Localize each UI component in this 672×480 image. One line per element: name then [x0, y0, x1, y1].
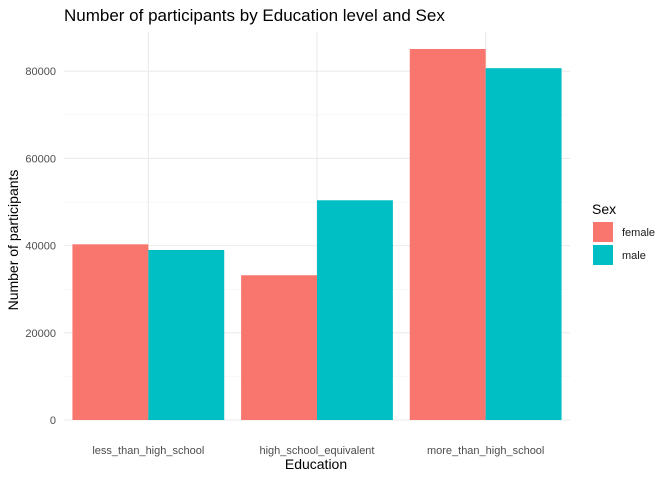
bar-female-more_than_high_school [409, 49, 486, 420]
bars [72, 49, 562, 421]
bar-male-high_school_equivalent [317, 200, 393, 420]
legend-items: female male [593, 222, 655, 265]
bar-female-high_school_equivalent [241, 275, 317, 420]
y-tick-label: 40000 [25, 241, 56, 253]
y-tick-label: 80000 [25, 66, 56, 78]
legend-label-male: male [622, 250, 646, 262]
x-tick-label: less_than_high_school [92, 445, 204, 457]
bar-male-more_than_high_school [485, 68, 562, 421]
legend-title: Sex [592, 201, 616, 217]
y-tick-label: 60000 [25, 153, 56, 165]
y-tick-label: 0 [50, 415, 56, 427]
x-tick-label: high_school_equivalent [260, 445, 375, 457]
bar-male-less_than_high_school [148, 249, 225, 420]
y-axis-ticks: 0 20000 40000 60000 80000 [25, 66, 56, 427]
y-axis-title: Number of participants [5, 170, 21, 311]
legend: Sex female male [592, 201, 655, 265]
legend-swatch-female [593, 222, 613, 242]
legend-label-female: female [622, 227, 655, 239]
chart-title: Number of participants by Education leve… [64, 6, 445, 25]
x-axis-ticks: less_than_high_school high_school_equival… [92, 445, 544, 457]
x-axis-title: Education [285, 456, 347, 472]
y-tick-label: 20000 [25, 328, 56, 340]
x-tick-label: more_than_high_school [427, 445, 544, 457]
legend-swatch-male [593, 245, 613, 265]
bar-female-less_than_high_school [72, 244, 149, 420]
